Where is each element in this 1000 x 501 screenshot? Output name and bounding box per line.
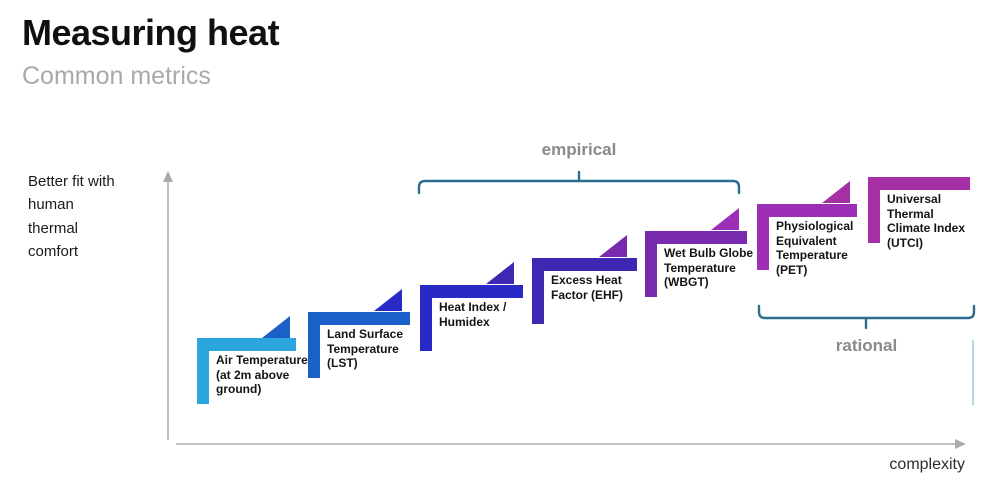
x-axis-label: complexity bbox=[889, 456, 965, 473]
metric-step: Wet Bulb Globe Temperature (WBGT) bbox=[645, 231, 753, 297]
rational-group-label: rational bbox=[835, 336, 898, 355]
metric-step: Excess Heat Factor (EHF) bbox=[532, 258, 637, 324]
metric-label: Universal Thermal Climate Index (UTCI) bbox=[887, 192, 966, 250]
metric-step: Universal Thermal Climate Index (UTCI) bbox=[868, 177, 970, 250]
step-up-triangle-icon bbox=[374, 289, 402, 311]
metric-label: Excess Heat Factor (EHF) bbox=[551, 273, 623, 302]
metric-step: Air Temperature (at 2m above ground) bbox=[197, 338, 308, 404]
step-up-triangle-icon bbox=[711, 208, 739, 230]
step-up-triangle-icon bbox=[486, 262, 514, 284]
step-up-triangle-icon bbox=[599, 235, 627, 257]
metric-label: Land Surface Temperature (LST) bbox=[327, 327, 404, 371]
metric-label: Air Temperature (at 2m above ground) bbox=[216, 353, 308, 397]
step-up-triangle-icon bbox=[822, 181, 850, 203]
accent-line bbox=[972, 340, 974, 405]
metric-step: Physiological Equivalent Temperature (PE… bbox=[757, 204, 857, 277]
x-axis-arrow-icon bbox=[176, 439, 966, 449]
rational-bracket-icon bbox=[757, 304, 976, 330]
empirical-bracket-icon bbox=[417, 170, 741, 195]
y-axis-arrow-icon bbox=[163, 171, 173, 440]
step-up-triangle-icon bbox=[262, 316, 290, 338]
metric-step: Heat Index / Humidex bbox=[420, 285, 523, 351]
metric-step: Land Surface Temperature (LST) bbox=[308, 312, 410, 378]
y-axis-label: Better fit with human thermal comfort bbox=[28, 173, 115, 260]
metric-label: Heat Index / Humidex bbox=[439, 300, 507, 329]
page-title: Measuring heat bbox=[22, 12, 280, 53]
metric-label: Physiological Equivalent Temperature (PE… bbox=[776, 219, 854, 277]
metric-label: Wet Bulb Globe Temperature (WBGT) bbox=[664, 246, 754, 290]
page-subtitle: Common metrics bbox=[22, 62, 211, 90]
empirical-group-label: empirical bbox=[541, 140, 617, 159]
